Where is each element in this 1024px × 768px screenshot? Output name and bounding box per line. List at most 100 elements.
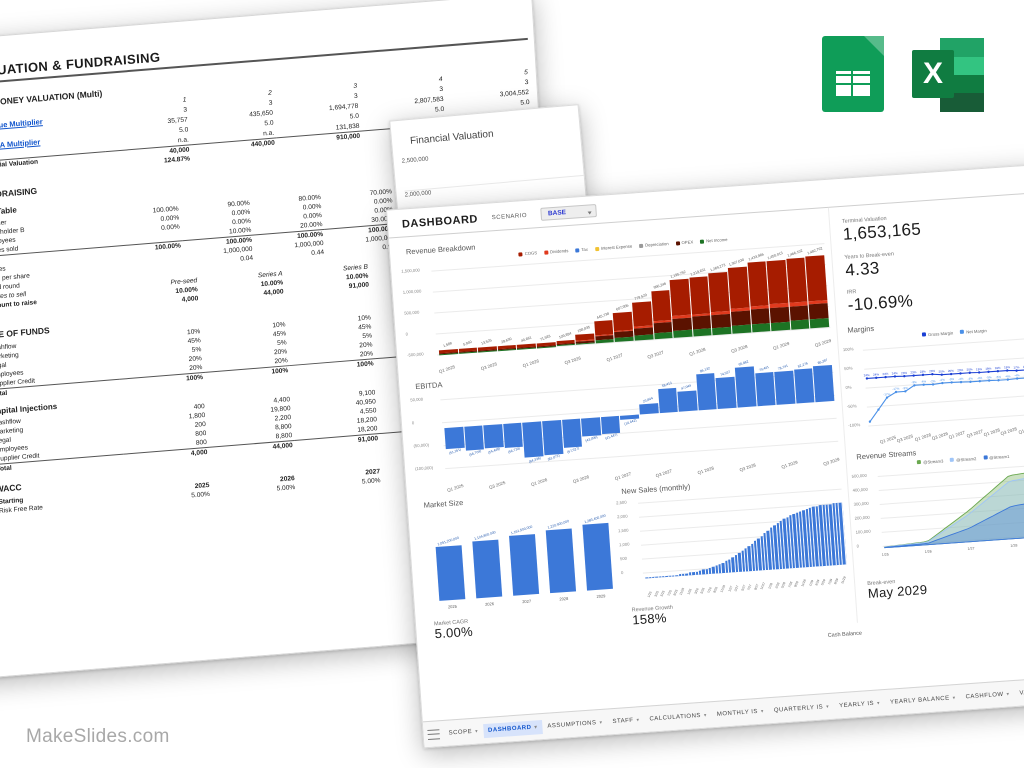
bar[interactable]: 1,051,200,000 2025 (435, 536, 465, 609)
sheet-tab-yearly-is[interactable]: YEARLY IS ▾ (834, 696, 886, 714)
data-point[interactable] (1015, 369, 1018, 372)
axis-tick-label: 7/27 (746, 583, 753, 592)
axis-tick-label: 9/29 (833, 577, 840, 585)
data-point[interactable] (903, 374, 906, 378)
streams-legend-item[interactable]: @Stream3 (917, 458, 943, 465)
bar-segment-cogs (632, 301, 653, 327)
data-point[interactable] (893, 374, 897, 378)
bar[interactable]: 198,835 (575, 325, 595, 345)
bar-segment-cogs (786, 257, 808, 303)
bar[interactable]: 1,104,800,000 2026 (472, 530, 503, 607)
revenue-legend-item[interactable]: Net Income (700, 237, 728, 244)
sheet-tab-cashflow[interactable]: CASHFLOW ▾ (960, 687, 1015, 705)
stream-area-1 (884, 472, 1024, 548)
data-point[interactable] (921, 373, 925, 376)
sheet-tab-dashboard[interactable]: DASHBOARD ▾ (482, 719, 543, 738)
microsoft-excel-icon[interactable]: X (912, 36, 984, 112)
margins-legend-item[interactable]: Net Margin (960, 328, 987, 335)
data-point[interactable] (996, 369, 1000, 373)
sheet-tab-bar[interactable]: SCOPE ▾ DASHBOARD ▾ ASSUMPTIONS ▾ STAFF ▾ CALCUL… (422, 675, 1024, 748)
data-point[interactable] (978, 379, 981, 383)
revenue-legend-item[interactable]: COGS (518, 250, 537, 256)
data-point[interactable] (1015, 377, 1019, 380)
bar-value-label: 29,630 (500, 336, 513, 345)
data-point[interactable] (931, 382, 935, 386)
data-point[interactable] (987, 370, 990, 373)
bar-value-label: 779,529 (634, 293, 648, 302)
sheet-tab-staff[interactable]: STAFF ▾ (607, 712, 645, 729)
data-label: 23% (901, 370, 908, 374)
data-point[interactable] (968, 371, 972, 374)
data-point[interactable] (950, 380, 953, 384)
all-sheets-menu-icon[interactable] (427, 728, 441, 740)
chevron-down-icon[interactable]: ▾ (599, 719, 603, 726)
revenue-legend-item[interactable]: Depreciation (639, 241, 669, 248)
data-point[interactable] (987, 378, 991, 382)
chevron-down-icon[interactable]: ▾ (636, 716, 640, 723)
streams-legend-item[interactable]: @Stream1 (983, 453, 1009, 460)
chevron-down-icon[interactable]: ▾ (534, 723, 538, 731)
sheet-tab-calculations[interactable]: CALCULATIONS ▾ (644, 708, 712, 727)
data-point[interactable] (885, 396, 889, 399)
data-point[interactable] (959, 371, 962, 375)
revenue-legend-item[interactable]: OPEX (675, 239, 693, 245)
data-point[interactable] (941, 381, 944, 384)
data-point[interactable] (884, 375, 887, 378)
bar[interactable]: 1,482,762 (805, 246, 830, 329)
revenue-legend-item[interactable]: Dividends (543, 248, 569, 255)
chevron-down-icon[interactable]: ▾ (876, 699, 881, 707)
data-point[interactable] (868, 420, 872, 423)
bar[interactable]: 445,738 (594, 312, 615, 344)
scenario-dropdown[interactable]: BASE (540, 203, 598, 221)
chevron-down-icon[interactable]: ▾ (1006, 690, 1010, 698)
dashboard-sheet[interactable]: DASHBOARD SCENARIO BASE Revenue Breakdow… (385, 163, 1024, 749)
bar[interactable]: 1,161,500,000 2027 (509, 525, 540, 604)
data-point[interactable] (1006, 368, 1009, 372)
bar-value-label: 607,956 (615, 302, 629, 312)
data-point[interactable] (969, 380, 972, 383)
data-point[interactable] (877, 408, 880, 411)
data-point[interactable] (997, 378, 1000, 382)
axis-tick-label: 5/29 (820, 578, 827, 586)
sheet-tab-monthly-is[interactable]: MONTHLY IS ▾ (711, 704, 769, 722)
google-sheets-icon[interactable] (822, 36, 884, 112)
data-point[interactable] (959, 380, 963, 383)
data-point[interactable] (865, 376, 869, 380)
data-point[interactable] (931, 372, 934, 376)
data-point[interactable] (912, 373, 915, 377)
chevron-down-icon[interactable]: ▾ (703, 712, 708, 719)
sheet-tab-scope[interactable]: SCOPE ▾ (443, 724, 483, 741)
bar-segment (639, 403, 659, 415)
data-point[interactable] (922, 383, 925, 386)
data-point[interactable] (894, 390, 898, 393)
bar[interactable]: 779,529 (632, 293, 654, 341)
sheet-tab-valuation[interactable]: VALUATION▾ (1014, 683, 1024, 701)
bar[interactable]: 607,956 (613, 303, 634, 343)
data-point[interactable] (949, 372, 953, 375)
legend-label: OPEX (681, 239, 694, 246)
data-point[interactable] (875, 376, 878, 379)
scenario-label: SCENARIO (491, 212, 528, 221)
margins-legend-item[interactable]: Gross Margin (922, 330, 953, 337)
bar[interactable]: 1,220,900,000 2028 (546, 519, 577, 602)
revenue-legend-item[interactable]: Tax (575, 247, 588, 253)
axis-tick-label: 3/26 (693, 587, 700, 595)
bar[interactable]: 1,283,400,000 2029 (582, 513, 614, 599)
chevron-down-icon[interactable]: ▾ (760, 708, 765, 715)
sheet-tab-yearly-balance[interactable]: YEARLY BALANCE ▾ (885, 690, 962, 709)
bar[interactable]: 996,246 (650, 281, 673, 340)
chevron-down-icon[interactable]: ▾ (952, 694, 956, 701)
bar[interactable]: 86,387 (813, 358, 838, 445)
data-point[interactable] (1006, 378, 1010, 381)
data-point[interactable] (940, 373, 943, 376)
data-point[interactable] (977, 370, 981, 374)
chevron-down-icon[interactable]: ▾ (825, 703, 830, 710)
bar-segment (677, 390, 698, 412)
sheet-tab-assumptions[interactable]: ASSUMPTIONS ▾ (542, 715, 608, 734)
streams-legend-item[interactable]: @Stream2 (950, 456, 976, 463)
data-point[interactable] (904, 389, 907, 393)
sheet-tab-quarterly-is[interactable]: QUARTERLY IS ▾ (768, 699, 834, 718)
axis-tick-label: 1/25 (882, 552, 889, 556)
chevron-down-icon[interactable]: ▾ (474, 728, 479, 735)
data-point[interactable] (913, 383, 916, 387)
